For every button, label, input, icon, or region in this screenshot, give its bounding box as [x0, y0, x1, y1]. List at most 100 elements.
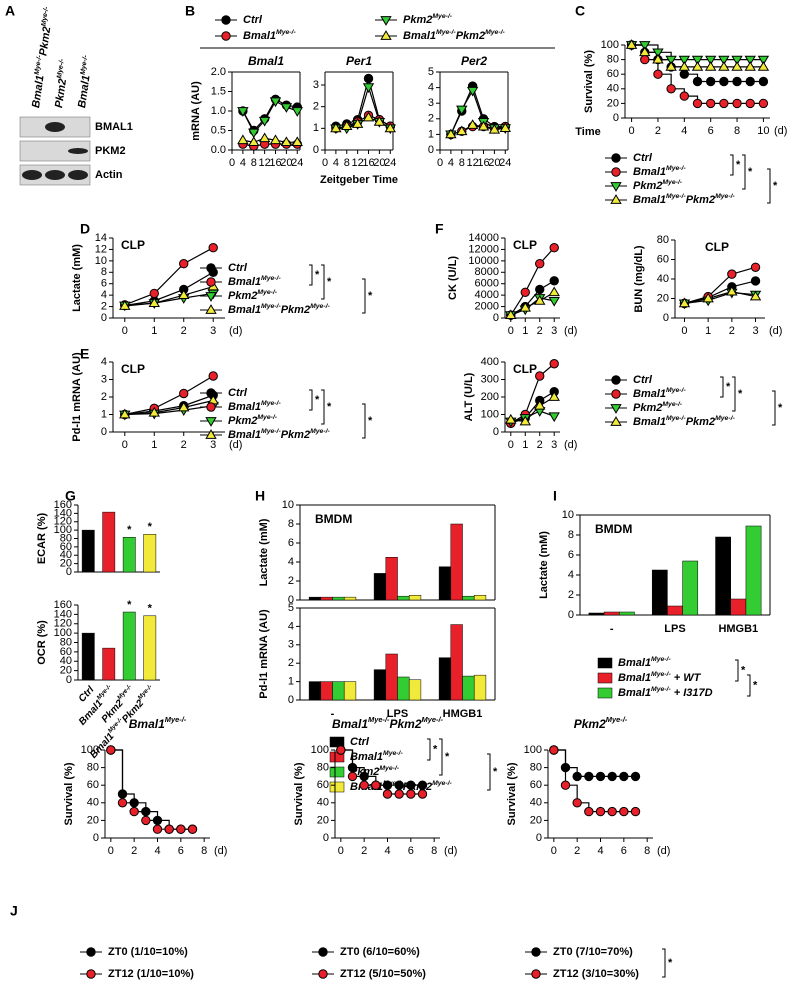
y-tick-label: 2.0	[211, 66, 226, 78]
superscript: Mye-/-	[432, 780, 452, 787]
bracket	[487, 753, 491, 791]
y-axis-label: Lactate (mM)	[258, 518, 270, 586]
y-tick-label: 8000	[475, 266, 499, 278]
data-point	[665, 61, 677, 71]
legend-marker	[611, 389, 621, 399]
significance: *	[726, 381, 731, 393]
x-tick-label: HMGB1	[718, 623, 758, 635]
legend-label: Ctrl	[228, 387, 248, 399]
data-point	[625, 39, 638, 49]
data-point	[692, 76, 703, 87]
significance: *	[778, 402, 783, 414]
y-tick-label: 6000	[475, 278, 499, 290]
bar	[473, 595, 487, 601]
y-axis-label: Lactate (mM)	[71, 244, 83, 312]
data-point	[152, 815, 163, 826]
data-point	[731, 55, 743, 66]
series-line	[124, 247, 214, 306]
bar	[450, 624, 463, 701]
y-tick-label: 0	[568, 609, 574, 621]
y-tick-label: 40	[657, 273, 669, 285]
legend-label: ZT0 (1/10=10%)	[108, 946, 188, 958]
x-axis-label: Time	[575, 126, 600, 138]
x-tick-label: HMGB1	[443, 708, 483, 720]
bar	[320, 596, 333, 601]
y-tick-label: 0	[93, 832, 99, 844]
legend-swatch	[329, 736, 345, 748]
y-tick-label: 14000	[468, 232, 499, 244]
y-tick-label: 1	[428, 128, 434, 140]
bar	[438, 657, 452, 701]
blot-band	[22, 170, 42, 180]
bar	[143, 615, 157, 681]
text-part: Pkm2	[633, 402, 662, 414]
y-tick-label: 120	[54, 618, 72, 630]
data-point	[280, 136, 293, 147]
text-part: Bmal1	[228, 401, 261, 413]
legend-label: Ctrl	[633, 374, 653, 386]
blot-band	[45, 122, 65, 132]
chart-title: Bmal1	[248, 54, 284, 68]
superscript: Mye-/-	[666, 193, 686, 200]
significance: *	[327, 401, 332, 413]
bar	[332, 681, 345, 701]
superscript: Mye-/-	[261, 400, 281, 407]
data-point	[548, 296, 560, 307]
superscript: Mye-/-	[422, 715, 444, 724]
data-point	[744, 61, 756, 71]
data-point	[630, 806, 641, 817]
data-point	[549, 359, 559, 369]
superscript: Mye-/-	[662, 401, 682, 408]
chart-title: Bmal1Mye-/-	[129, 715, 187, 731]
data-point	[106, 745, 116, 755]
bracket	[772, 390, 776, 426]
superscript: Mye-/-	[310, 428, 330, 435]
x-tick-label: 0	[629, 125, 635, 137]
y-tick-label: 10	[95, 255, 107, 267]
bar	[143, 534, 157, 573]
legend-marker	[611, 153, 621, 163]
data-point	[347, 762, 358, 773]
bar	[332, 596, 345, 601]
data-point	[745, 98, 755, 109]
data-point	[129, 798, 139, 808]
x-tick-label: 8	[644, 845, 650, 857]
series-line	[510, 363, 555, 424]
data-point	[148, 406, 160, 417]
legend-label: Pkm2Mye-/-	[228, 289, 278, 302]
text-part: Bmal1	[633, 388, 666, 400]
significance: *	[315, 269, 320, 281]
significance: *	[315, 394, 320, 406]
chart-title: CLP	[121, 362, 145, 376]
x-tick-label: 0	[338, 845, 344, 857]
data-point	[718, 61, 730, 71]
superscript: Mye-/-	[257, 289, 277, 296]
y-tick-label: 100	[601, 39, 619, 51]
superscript: Mye-/-	[432, 13, 452, 20]
y-tick-label: 1	[288, 676, 294, 688]
data-point	[702, 292, 714, 303]
superscript: Mye-/-	[436, 29, 456, 36]
data-point	[445, 128, 457, 139]
superscript: Mye-/-	[606, 715, 628, 724]
x-axis-unit: (d)	[769, 325, 782, 337]
x-tick-label: LPS	[664, 623, 685, 635]
data-point	[757, 61, 770, 71]
bar	[122, 611, 136, 681]
x-axis-unit: (d)	[214, 845, 227, 857]
bar	[308, 596, 322, 601]
y-tick-label: 0.5	[211, 124, 226, 136]
bar	[385, 557, 398, 601]
y-tick-label: 10000	[468, 255, 499, 267]
superscript: Mye-/-	[96, 683, 113, 701]
y-axis-label: CK (U/L)	[447, 256, 459, 300]
data-point	[630, 771, 641, 782]
y-tick-label: 4	[288, 556, 294, 568]
superscript: Mye-/-	[383, 780, 403, 787]
data-point	[164, 824, 174, 834]
x-tick-label: 16	[477, 157, 489, 169]
panel-label: A	[5, 3, 15, 19]
data-point	[665, 55, 677, 66]
data-point	[652, 53, 664, 64]
